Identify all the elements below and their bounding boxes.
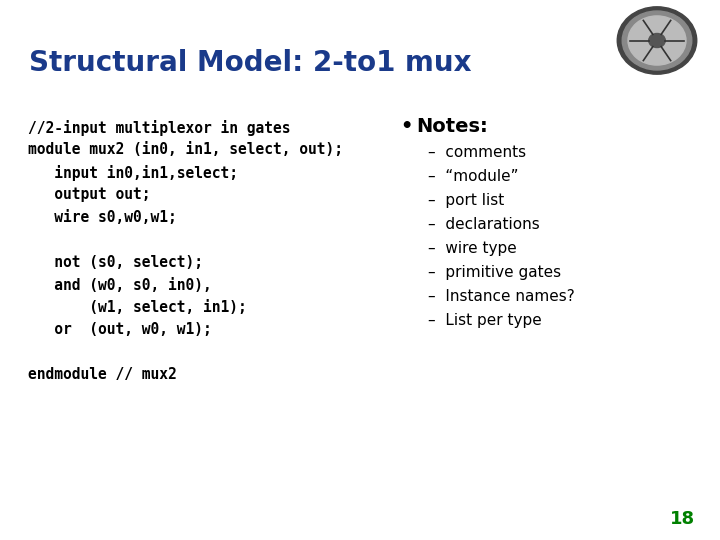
Text: (w1, select, in1);: (w1, select, in1);	[28, 300, 247, 315]
Circle shape	[628, 16, 686, 65]
Text: endmodule // mux2: endmodule // mux2	[28, 368, 176, 382]
Text: –  wire type: – wire type	[428, 241, 517, 256]
Text: –  port list: – port list	[428, 193, 504, 208]
Text: Structural Model: 2-to1 mux: Structural Model: 2-to1 mux	[29, 49, 472, 77]
Text: •: •	[400, 117, 413, 136]
Text: –  List per type: – List per type	[428, 313, 541, 328]
Text: output out;: output out;	[28, 187, 150, 202]
Text: –  declarations: – declarations	[428, 217, 540, 232]
Text: //2-input multiplexor in gates: //2-input multiplexor in gates	[28, 120, 290, 136]
Circle shape	[622, 11, 692, 70]
Text: 18: 18	[670, 510, 695, 528]
Text: module mux2 (in0, in1, select, out);: module mux2 (in0, in1, select, out);	[28, 143, 343, 158]
Text: –  primitive gates: – primitive gates	[428, 265, 561, 280]
Circle shape	[649, 33, 665, 48]
Text: Notes:: Notes:	[416, 117, 487, 136]
Text: and (w0, s0, in0),: and (w0, s0, in0),	[28, 278, 212, 293]
Circle shape	[617, 7, 697, 74]
Text: –  “module”: – “module”	[428, 169, 518, 184]
Text: or  (out, w0, w1);: or (out, w0, w1);	[28, 322, 212, 338]
Text: wire s0,w0,w1;: wire s0,w0,w1;	[28, 210, 176, 225]
Text: –  Instance names?: – Instance names?	[428, 289, 575, 304]
Text: not (s0, select);: not (s0, select);	[28, 255, 203, 270]
Text: input in0,in1,select;: input in0,in1,select;	[28, 165, 238, 181]
Text: –  comments: – comments	[428, 145, 526, 160]
